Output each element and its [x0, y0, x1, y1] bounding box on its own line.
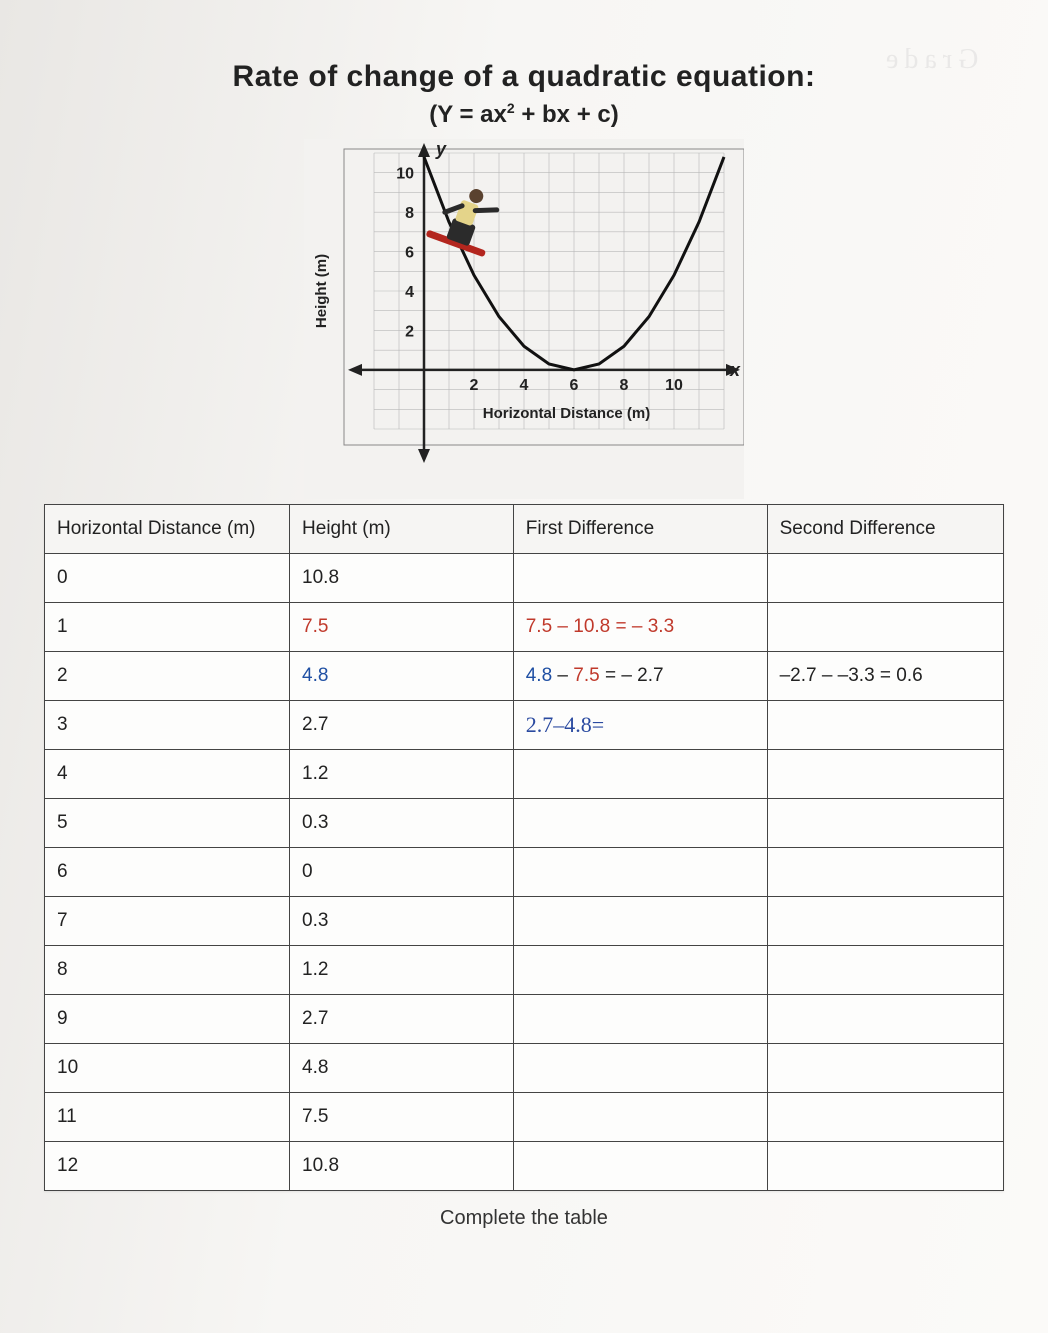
cell-second-difference [767, 1093, 1003, 1142]
cell-second-difference [767, 1044, 1003, 1093]
cell-height: 0.3 [290, 897, 514, 946]
cell-first-difference: 4.8 – 7.5 = – 2.7 [513, 652, 767, 701]
svg-text:2: 2 [405, 323, 414, 340]
cell-height: 0 [290, 848, 514, 897]
parabola-chart: 2 4 6 8 10 2 4 6 8 10 y x Height (m) Horizontal Dista… [304, 139, 744, 504]
table-row: 1210.8 [45, 1142, 1004, 1191]
table-row: 81.2 [45, 946, 1004, 995]
table-row: 70.3 [45, 897, 1004, 946]
table-header-row: Horizontal Distance (m) Height (m) First… [45, 505, 1004, 554]
cell-second-difference [767, 995, 1003, 1044]
cell-horizontal-distance: 4 [45, 750, 290, 799]
svg-text:4: 4 [520, 377, 529, 394]
cell-height: 1.2 [290, 750, 514, 799]
cell-first-difference [513, 799, 767, 848]
cell-second-difference [767, 848, 1003, 897]
cell-horizontal-distance: 3 [45, 701, 290, 750]
cell-height: 10.8 [290, 554, 514, 603]
cell-height: 2.7 [290, 995, 514, 1044]
cell-height: 7.5 [290, 1093, 514, 1142]
cell-height: 1.2 [290, 946, 514, 995]
cell-first-difference [513, 1044, 767, 1093]
svg-text:6: 6 [570, 377, 579, 394]
cell-horizontal-distance: 11 [45, 1093, 290, 1142]
svg-text:8: 8 [405, 205, 414, 222]
cell-horizontal-distance: 6 [45, 848, 290, 897]
svg-text:x: x [729, 360, 741, 380]
cell-second-difference [767, 701, 1003, 750]
table-row: 117.5 [45, 1093, 1004, 1142]
cell-height: 4.8 [290, 1044, 514, 1093]
page-title: Rate of change of a quadratic equation: [30, 60, 1018, 94]
cell-height: 7.5 [290, 603, 514, 652]
svg-text:4: 4 [405, 284, 414, 301]
table-row: 32.72.7–4.8= [45, 701, 1004, 750]
col-header-second-difference: Second Difference [767, 505, 1003, 554]
table-row: 010.8 [45, 554, 1004, 603]
table-row: 17.57.5 – 10.8 = – 3.3 [45, 603, 1004, 652]
cell-height: 10.8 [290, 1142, 514, 1191]
cell-horizontal-distance: 10 [45, 1044, 290, 1093]
cell-first-difference: 7.5 – 10.8 = – 3.3 [513, 603, 767, 652]
cell-horizontal-distance: 12 [45, 1142, 290, 1191]
col-header-height: Height (m) [290, 505, 514, 554]
cell-second-difference [767, 750, 1003, 799]
cell-height: 4.8 [290, 652, 514, 701]
table-row: 50.3 [45, 799, 1004, 848]
footer-instruction: Complete the table [30, 1207, 1018, 1230]
col-header-first-difference: First Difference [513, 505, 767, 554]
cell-second-difference [767, 799, 1003, 848]
cell-first-difference [513, 897, 767, 946]
cell-height: 2.7 [290, 701, 514, 750]
cell-first-difference [513, 554, 767, 603]
table-row: 92.7 [45, 995, 1004, 1044]
cell-horizontal-distance: 7 [45, 897, 290, 946]
cell-second-difference [767, 603, 1003, 652]
cell-first-difference [513, 1142, 767, 1191]
svg-text:8: 8 [620, 377, 629, 394]
table-row: 41.2 [45, 750, 1004, 799]
svg-text:10: 10 [396, 166, 414, 183]
differences-table: Horizontal Distance (m) Height (m) First… [44, 504, 1004, 1191]
cell-height: 0.3 [290, 799, 514, 848]
svg-text:Height (m): Height (m) [313, 254, 330, 328]
table-row: 104.8 [45, 1044, 1004, 1093]
cell-second-difference [767, 1142, 1003, 1191]
cell-horizontal-distance: 5 [45, 799, 290, 848]
cell-horizontal-distance: 8 [45, 946, 290, 995]
col-header-horizontal-distance: Horizontal Distance (m) [45, 505, 290, 554]
chart-svg: 2 4 6 8 10 2 4 6 8 10 y x Height (m) Horizontal Dista… [304, 139, 744, 499]
cell-first-difference: 2.7–4.8= [513, 701, 767, 750]
svg-text:10: 10 [665, 377, 683, 394]
table-row: 60 [45, 848, 1004, 897]
cell-second-difference [767, 897, 1003, 946]
svg-text:6: 6 [405, 245, 414, 262]
svg-text:y: y [435, 139, 447, 159]
svg-text:Horizontal Distance (m): Horizontal Distance (m) [483, 405, 651, 422]
cell-horizontal-distance: 9 [45, 995, 290, 1044]
cell-first-difference [513, 995, 767, 1044]
cell-horizontal-distance: 1 [45, 603, 290, 652]
worksheet-page: Grade Rate of change of a quadratic equa… [0, 0, 1048, 1333]
svg-text:2: 2 [470, 377, 479, 394]
table-row: 24.84.8 – 7.5 = – 2.7–2.7 – –3.3 = 0.6 [45, 652, 1004, 701]
cell-first-difference [513, 750, 767, 799]
cell-first-difference [513, 848, 767, 897]
quadratic-equation: (Y = ax2 + bx + c) [30, 100, 1018, 129]
cell-second-difference [767, 554, 1003, 603]
cell-horizontal-distance: 0 [45, 554, 290, 603]
cell-first-difference [513, 946, 767, 995]
cell-second-difference [767, 946, 1003, 995]
cell-horizontal-distance: 2 [45, 652, 290, 701]
cell-first-difference [513, 1093, 767, 1142]
cell-second-difference: –2.7 – –3.3 = 0.6 [767, 652, 1003, 701]
